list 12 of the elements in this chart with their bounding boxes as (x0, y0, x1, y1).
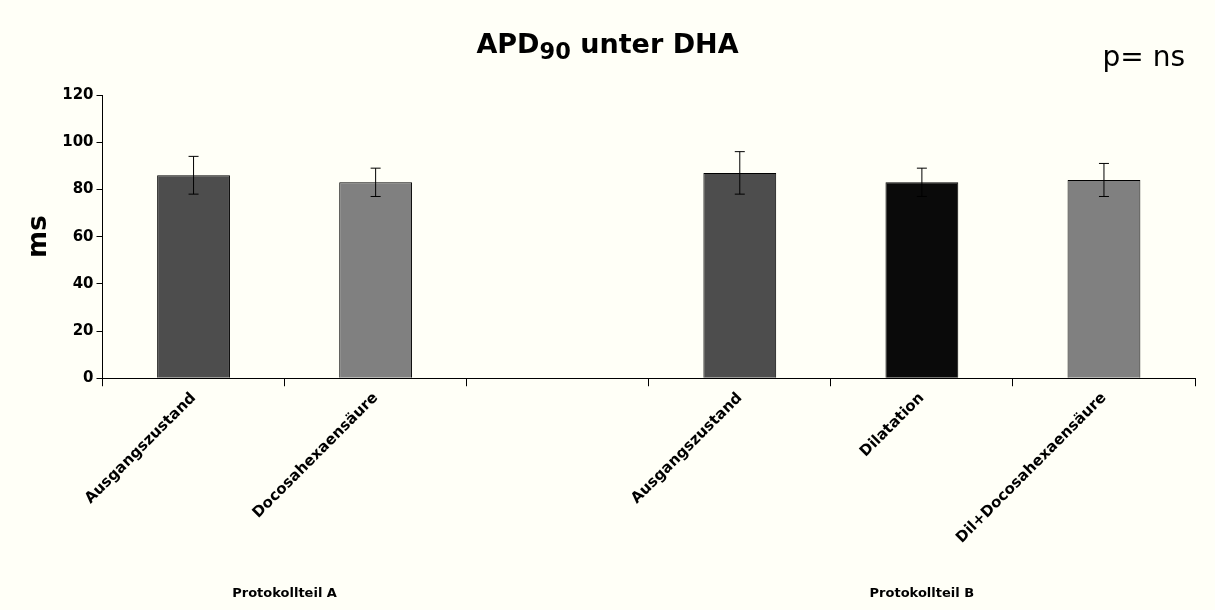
text: Protokollteil B (868, 585, 976, 600)
y-tick-label: 0 (83, 368, 94, 387)
y-tick-label: 120 (62, 84, 94, 103)
y-tick-label: 80 (72, 179, 94, 198)
y-tick-label: 20 (72, 320, 94, 339)
chart-title: APD$_{90}$ unter DHA (476, 28, 739, 65)
y-tick-label: 40 (72, 273, 94, 292)
text: p= ns (1102, 40, 1185, 73)
y-tick-label: 60 (72, 226, 94, 245)
y-tick-label: 100 (62, 132, 94, 151)
text: Protokollteil A (231, 585, 338, 600)
y-axis-title: ms (22, 215, 53, 258)
